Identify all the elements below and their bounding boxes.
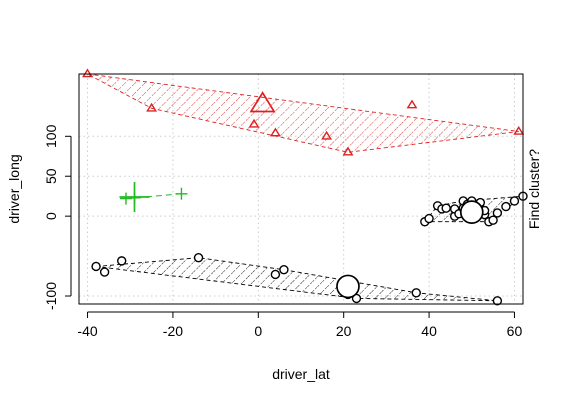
- data-point: [99, 267, 110, 277]
- x-axis-title: driver_lat: [272, 366, 330, 382]
- data-point: [424, 213, 434, 224]
- cluster-center: [459, 200, 484, 225]
- cluster-legend-label: Find cluster?: [526, 149, 542, 229]
- data-point: [119, 192, 132, 205]
- plot-frame: [78, 73, 524, 305]
- x-tick-label: 20: [336, 323, 352, 339]
- data-point: [492, 208, 503, 218]
- data-point: [146, 102, 158, 112]
- data-point: [411, 288, 421, 298]
- data-point: [342, 146, 354, 156]
- data-point: [193, 252, 204, 263]
- axes: -40 -20 0 20 40 60 -100 0 50 100: [43, 124, 522, 339]
- y-tick-label: 50: [43, 168, 59, 184]
- data-point: [488, 215, 498, 225]
- data-point: [116, 256, 127, 266]
- cluster-hull: [96, 257, 498, 302]
- data-point: [513, 125, 525, 135]
- x-tick-label: 40: [421, 323, 437, 339]
- x-tick-label: 60: [507, 323, 523, 339]
- data-point: [82, 68, 93, 78]
- data-point: [248, 118, 260, 128]
- cluster-center: [336, 274, 360, 299]
- x-tick-label: -20: [163, 323, 183, 339]
- data-points: [82, 68, 528, 306]
- y-axis-title: driver_long: [6, 154, 22, 223]
- data-point: [279, 264, 289, 275]
- data-point: [269, 127, 281, 137]
- cluster-center: [119, 181, 150, 212]
- y-tick-label: -100: [43, 282, 59, 310]
- data-point: [492, 296, 503, 306]
- x-tick-label: 0: [254, 323, 262, 339]
- cluster-center: [249, 91, 276, 113]
- data-point: [175, 187, 188, 200]
- cluster-hull: [87, 74, 519, 153]
- x-tick-label: -40: [77, 323, 97, 339]
- data-point: [406, 99, 418, 109]
- data-point: [91, 261, 101, 272]
- data-point: [321, 130, 333, 140]
- data-point: [501, 201, 511, 212]
- data-point: [270, 269, 281, 280]
- cluster-hulls: [87, 74, 523, 302]
- y-tick-label: 100: [43, 124, 59, 148]
- y-tick-label: 0: [43, 212, 59, 220]
- data-point: [509, 196, 520, 206]
- data-point: [441, 203, 451, 213]
